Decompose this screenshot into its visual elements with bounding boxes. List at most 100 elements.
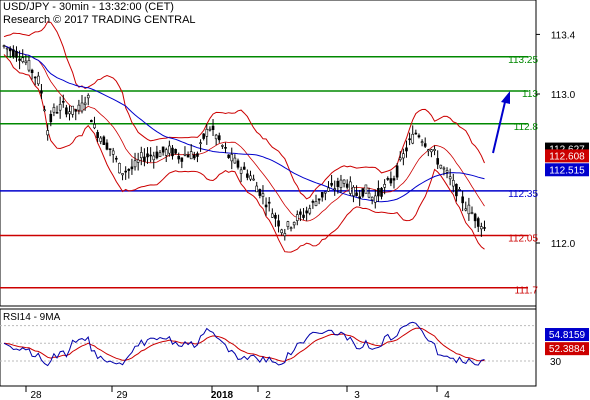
candle-body: [149, 154, 152, 157]
candle-body: [311, 201, 315, 203]
candle-body: [24, 60, 28, 63]
candle-body: [58, 103, 62, 111]
support-resistance-levels: 113.25 113 112.8 112.35 112.05 111.7: [0, 55, 538, 297]
candle-body: [115, 157, 118, 160]
candle-body: [480, 226, 483, 230]
candle-body: [127, 168, 131, 171]
candle-body: [183, 153, 187, 156]
candle-body: [171, 147, 174, 157]
candle-body: [358, 196, 361, 199]
candle-body: [146, 153, 149, 158]
candle-body: [314, 201, 318, 206]
candle-body: [473, 213, 477, 222]
candle-body: [427, 149, 430, 152]
candle-body: [193, 154, 196, 159]
candle-body: [168, 145, 171, 154]
candle-body: [267, 201, 271, 204]
level-label-2: 112.8: [514, 122, 539, 133]
bollinger-bands: [3, 21, 485, 253]
candle-body: [77, 104, 81, 111]
candle-body: [402, 153, 405, 159]
candle-body: [467, 204, 471, 215]
candle-body: [255, 185, 259, 193]
time-label-3: 2: [265, 390, 271, 400]
candle-body: [305, 210, 308, 214]
candle-body: [439, 164, 443, 169]
candle-body: [152, 155, 156, 161]
candle-body: [252, 178, 255, 181]
candle-body: [99, 137, 103, 142]
candle-body: [21, 57, 25, 62]
candle-body: [68, 111, 71, 115]
level-label-1: 113: [522, 89, 538, 100]
candle-body: [236, 160, 240, 168]
candle-body: [15, 51, 18, 58]
candle-body: [448, 176, 452, 180]
candle-body: [342, 179, 346, 184]
candle-body: [461, 196, 464, 204]
candle-body: [430, 149, 433, 153]
candle-body: [111, 150, 115, 155]
rsi-tick-label-0: 30: [550, 357, 562, 368]
level-label-0: 113.25: [508, 55, 538, 66]
candle-body: [102, 136, 106, 145]
price-axis-ticks: 113.4 113.0 112.0: [536, 30, 576, 250]
candle-body: [90, 119, 93, 123]
candle-body: [327, 187, 330, 192]
rsi-panel-frame: [0, 308, 537, 387]
candle-body: [436, 158, 439, 165]
candle-body: [52, 107, 56, 113]
candle-body: [320, 192, 324, 198]
candle-body: [43, 109, 46, 112]
time-label-0: 28: [30, 390, 42, 400]
candle-body: [370, 196, 374, 201]
candle-body: [37, 75, 40, 85]
time-label-4: 3: [354, 390, 360, 400]
candle-body: [186, 154, 190, 158]
price-tick-label-2: 112.0: [551, 239, 576, 250]
candlesticks: [2, 44, 486, 241]
candle-body: [445, 170, 449, 173]
candle-body: [86, 95, 90, 99]
candle-body: [280, 229, 283, 233]
bollinger-mid: [3, 45, 485, 222]
rsi-value-tag: [545, 328, 589, 342]
candle-body: [65, 107, 68, 115]
candle-body: [392, 178, 396, 181]
candle-body: [373, 195, 377, 203]
candle-body: [2, 45, 6, 47]
moving-average: [3, 45, 485, 203]
candle-body: [174, 149, 177, 154]
candle-body: [221, 145, 224, 147]
chart-title: USD/JPY - 30min - 13:32:00 (CET): [3, 1, 174, 13]
candle-body: [277, 220, 280, 227]
candle-body: [55, 111, 59, 114]
time-label-2: 2018: [211, 390, 234, 400]
candle-body: [208, 128, 212, 131]
candle-body: [161, 146, 165, 153]
candle-body: [214, 134, 218, 140]
candle-body: [417, 135, 421, 138]
rsi-line: [3, 321, 485, 367]
candle-body: [420, 141, 424, 143]
candle-body: [380, 187, 383, 197]
candle-body: [274, 214, 277, 219]
candle-body: [61, 101, 65, 103]
candle-body: [158, 152, 162, 157]
price-tag-1: [545, 149, 589, 163]
candle-body: [71, 105, 74, 115]
candle-body: [271, 213, 274, 218]
rsi-value-label: 54.8159: [549, 330, 586, 341]
price-tag-label-1: 112.608: [549, 151, 585, 162]
candle-body: [339, 179, 343, 188]
candle-body: [414, 132, 418, 135]
candle-body: [302, 214, 305, 218]
candle-body: [458, 189, 461, 191]
price-tag-2: [545, 163, 589, 177]
candle-body: [476, 218, 480, 227]
candle-body: [180, 157, 184, 162]
candle-body: [143, 156, 146, 162]
candle-body: [124, 170, 127, 173]
candle-body: [367, 192, 371, 198]
time-label-5: 4: [444, 390, 450, 400]
